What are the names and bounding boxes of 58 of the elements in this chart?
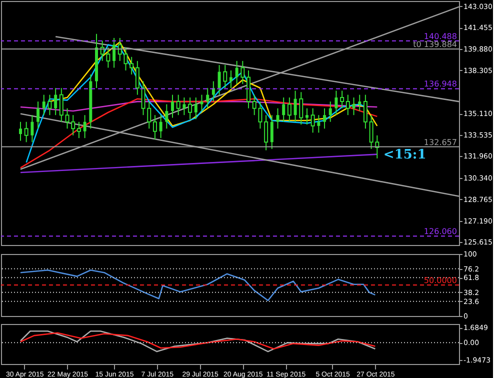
candlestick — [235, 60, 238, 84]
candlestick — [152, 114, 157, 140]
ref-line-label: 132.657 — [424, 138, 457, 147]
line-series — [20, 98, 378, 169]
candlestick — [36, 101, 40, 130]
candlestick — [188, 96, 192, 120]
ref-line-label: 126.060 — [424, 227, 457, 236]
ref-line-label: t0 139.884 — [413, 40, 457, 49]
line-series — [20, 269, 376, 302]
candlestick — [310, 108, 315, 134]
candlestick — [363, 94, 368, 130]
candlestick — [194, 96, 198, 120]
candlestick — [76, 121, 81, 139]
line-series — [49, 41, 378, 127]
candlestick — [270, 114, 274, 150]
candlestick — [54, 88, 58, 116]
ref-line-label: 136.948 — [424, 80, 457, 89]
candlestick — [282, 96, 286, 122]
candlestick — [212, 80, 215, 102]
ref-line-label: 140.488 — [424, 32, 457, 41]
candlestick — [206, 88, 210, 109]
candlestick — [334, 90, 338, 116]
candlestick — [229, 70, 232, 89]
candlestick — [264, 114, 268, 151]
candlestick — [240, 60, 245, 84]
candlestick — [182, 96, 186, 116]
candlestick — [299, 92, 304, 126]
candlestick — [59, 88, 64, 122]
candlestick — [218, 64, 221, 96]
candlestick — [42, 94, 46, 116]
candlestick — [358, 94, 362, 112]
candlestick — [328, 101, 332, 122]
candlestick — [287, 96, 292, 122]
line-series — [26, 44, 366, 164]
candlestick — [294, 90, 297, 122]
candlestick — [159, 114, 162, 139]
candlestick — [305, 108, 308, 126]
candlestick — [135, 60, 140, 96]
candlestick — [352, 96, 356, 116]
candlestick — [165, 104, 168, 130]
candlestick — [130, 56, 134, 75]
candlestick — [112, 37, 116, 68]
candlestick — [323, 108, 326, 130]
candlestick — [24, 121, 28, 143]
candlestick — [276, 108, 280, 130]
candlestick — [200, 94, 204, 112]
annotation: <15:1 — [383, 148, 426, 163]
candlestick — [340, 90, 344, 109]
candlestick — [18, 121, 22, 142]
candlestick — [30, 114, 34, 143]
candlestick — [346, 94, 350, 116]
candlestick — [223, 64, 228, 89]
candlestick — [176, 94, 180, 116]
candlestick — [48, 94, 52, 116]
ref-line-label: 50.0000 — [424, 276, 457, 285]
candlestick — [317, 114, 320, 134]
candlestick — [171, 94, 174, 118]
candlestick — [83, 114, 86, 139]
